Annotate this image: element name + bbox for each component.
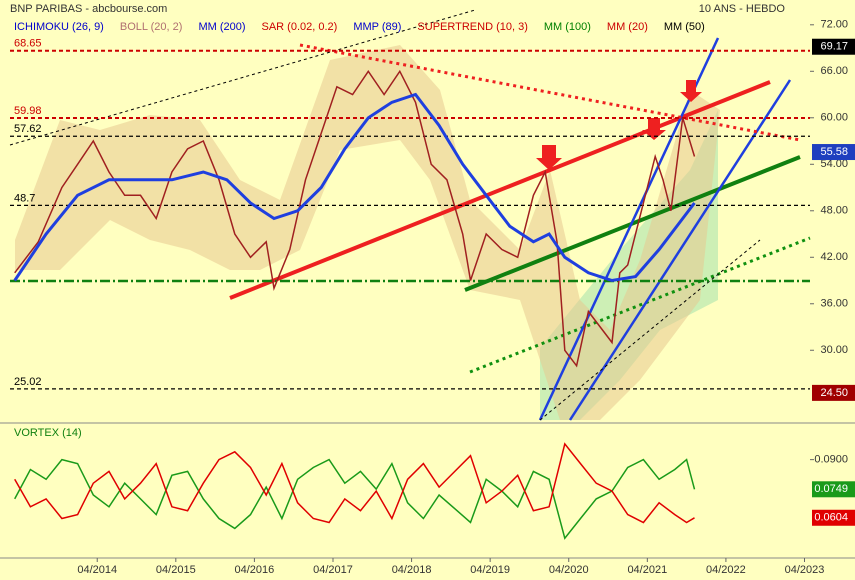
trend-line bbox=[9, 9, 476, 146]
x-tick-label: 04/2023 bbox=[785, 564, 825, 576]
value-box-label: 69.17 bbox=[820, 41, 848, 53]
arrow bbox=[642, 118, 666, 140]
y-tick-label: 66.00 bbox=[820, 65, 848, 77]
value-box-label: 55.58 bbox=[820, 146, 848, 158]
legend-entry: MM (100) bbox=[544, 21, 591, 33]
trend-line bbox=[539, 239, 761, 421]
x-tick-label: 04/2021 bbox=[627, 564, 667, 576]
chart-subtitle: 10 ANS - HEBDO bbox=[699, 3, 786, 15]
x-tick-label: 04/2018 bbox=[392, 564, 432, 576]
trend-line bbox=[299, 43, 801, 142]
chart-title: BNP PARIBAS - abcbourse.com bbox=[10, 3, 167, 15]
legend-entry: BOLL (20, 2) bbox=[120, 21, 183, 33]
series-line bbox=[13, 92, 696, 283]
value-box bbox=[812, 481, 855, 498]
x-tick-label: 04/2014 bbox=[77, 564, 117, 576]
legend-entry: MM (50) bbox=[664, 21, 705, 33]
x-tick-label: 04/2017 bbox=[313, 564, 353, 576]
legend-entry: ICHIMOKU (26, 9) bbox=[14, 21, 104, 33]
y-tick-label: 36.00 bbox=[820, 298, 848, 310]
value-box bbox=[812, 38, 855, 55]
panel-title: VORTEX (14) bbox=[14, 427, 82, 439]
level-label: 48.7 bbox=[14, 192, 35, 204]
level-label: 57.62 bbox=[14, 123, 42, 135]
arrow bbox=[680, 80, 702, 102]
value-box-label: 24.50 bbox=[820, 387, 848, 399]
y-tick-label: 30.00 bbox=[820, 344, 848, 356]
series-line bbox=[14, 69, 696, 368]
value-box-label: 0.0749 bbox=[814, 483, 848, 495]
arrow bbox=[536, 145, 562, 170]
overlays bbox=[9, 9, 811, 421]
legend-entry: SUPERTREND (10, 3) bbox=[417, 21, 527, 33]
value-box bbox=[812, 509, 855, 526]
y-tick-label: 72.00 bbox=[820, 19, 848, 31]
y-tick-label: 54.00 bbox=[820, 158, 848, 170]
y-tick-label: 48.00 bbox=[820, 205, 848, 217]
legend-entry: MM (200) bbox=[198, 21, 245, 33]
legend-entry: SAR (0.02, 0.2) bbox=[262, 21, 338, 33]
series-line bbox=[14, 442, 695, 524]
value-box bbox=[812, 144, 855, 161]
x-tick-label: 04/2019 bbox=[470, 564, 510, 576]
x-tick-label: 04/2022 bbox=[706, 564, 746, 576]
y-tick-label: 60.00 bbox=[820, 112, 848, 124]
value-box bbox=[812, 384, 855, 401]
series-line bbox=[14, 458, 696, 540]
legend-entry: MMP (89) bbox=[353, 21, 401, 33]
x-tick-label: 04/2015 bbox=[156, 564, 196, 576]
level-label: 25.02 bbox=[14, 376, 42, 388]
y-tick-label: 42.00 bbox=[820, 251, 848, 263]
trend-line bbox=[469, 236, 811, 374]
level-label: 59.98 bbox=[14, 105, 42, 117]
x-tick-label: 04/2020 bbox=[549, 564, 589, 576]
level-label: 68.65 bbox=[14, 38, 42, 50]
x-tick-label: 04/2016 bbox=[235, 564, 275, 576]
value-box-label: 0.0604 bbox=[814, 512, 848, 524]
bollinger-band bbox=[15, 45, 720, 420]
legend-entry: MM (20) bbox=[607, 21, 648, 33]
y-tick-label: 0.0900 bbox=[814, 454, 848, 466]
